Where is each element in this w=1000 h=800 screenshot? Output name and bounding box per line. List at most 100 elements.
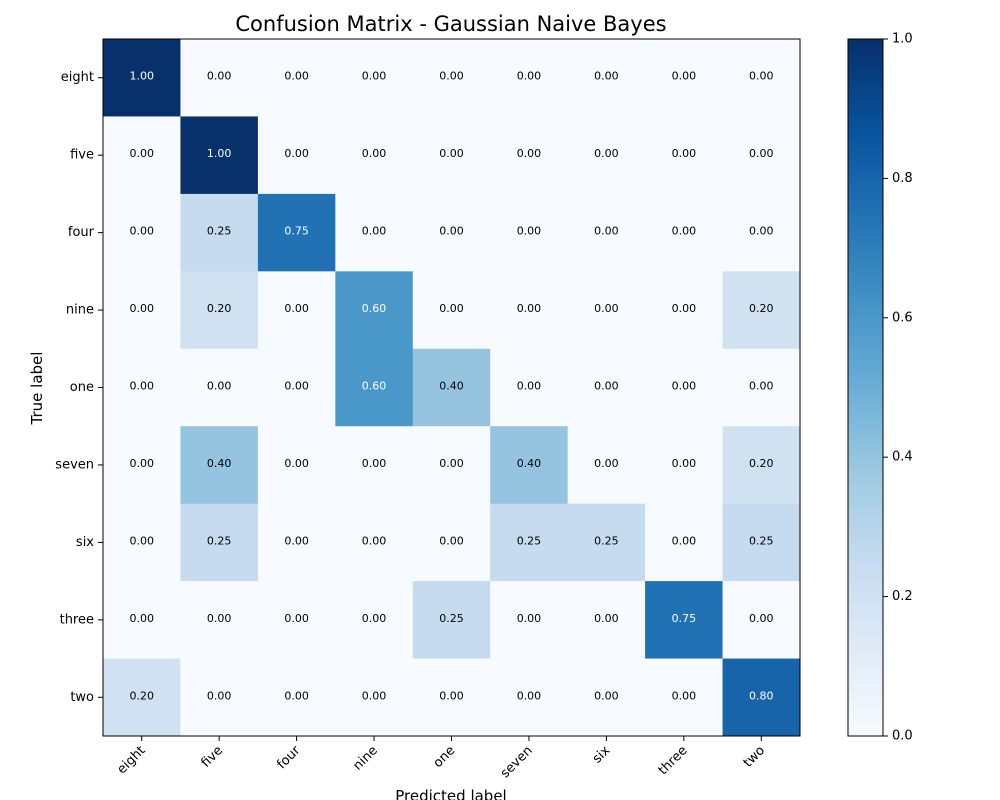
cell-value-label: 0.40	[517, 457, 542, 470]
cell-value-label: 0.00	[129, 225, 154, 238]
x-axis-label: Predicted label	[395, 787, 506, 800]
cell-value-label: 0.00	[439, 147, 464, 160]
heatmap-cell	[645, 271, 724, 350]
heatmap-cell	[103, 348, 181, 427]
cell-value-label: 0.20	[749, 457, 774, 470]
cell-value-label: 0.00	[362, 225, 387, 238]
cell-value-label: 0.20	[749, 302, 774, 315]
cell-value-label: 0.00	[594, 70, 619, 83]
heatmap-cell	[335, 348, 414, 427]
heatmap-cell	[180, 658, 259, 737]
heatmap-cell	[722, 116, 801, 195]
cell-value-label: 0.00	[672, 380, 697, 393]
heatmap-cell	[257, 503, 336, 582]
colorbar-tick-label: 0.8	[892, 171, 913, 186]
heatmap-cell	[335, 116, 414, 195]
x-tick-label: one	[431, 743, 459, 771]
y-tick-label: four	[68, 225, 95, 240]
cell-value-label: 0.00	[594, 302, 619, 315]
heatmap-cell	[412, 193, 491, 272]
cell-value-label: 0.00	[284, 302, 309, 315]
heatmap-cell	[722, 658, 801, 737]
y-tick-label: nine	[66, 303, 94, 318]
heatmap-cell	[180, 116, 259, 195]
cell-value-label: 0.25	[439, 612, 464, 625]
heatmap-cell	[412, 581, 491, 660]
cell-value-label: 0.00	[749, 225, 774, 238]
cell-value-label: 0.00	[672, 70, 697, 83]
heatmap-cell	[103, 581, 181, 660]
cell-value-label: 0.00	[284, 380, 309, 393]
heatmap-cell	[567, 116, 646, 195]
cell-value-label: 0.75	[672, 612, 697, 625]
heatmap-cell	[567, 658, 646, 737]
heatmap-cell	[335, 39, 414, 117]
cell-value-label: 0.00	[207, 70, 232, 83]
y-axis-ticks: eight five four nine one seven six three two	[55, 70, 103, 705]
heatmap-cell	[412, 39, 491, 117]
cell-value-label: 0.00	[749, 612, 774, 625]
cell-value-label: 0.00	[284, 689, 309, 702]
x-tick-label: three	[656, 743, 691, 778]
heatmap-cell	[412, 271, 491, 350]
colorbar-tick-label: 1.0	[892, 32, 913, 47]
heatmap-cell	[335, 503, 414, 582]
colorbar-tick-label: 0.6	[892, 310, 913, 325]
cell-value-label: 0.00	[672, 147, 697, 160]
cell-value-label: 0.00	[439, 689, 464, 702]
cell-value-label: 0.00	[439, 225, 464, 238]
heatmap-cell	[722, 193, 801, 272]
y-tick-label: eight	[61, 70, 94, 85]
heatmap-cell	[722, 39, 801, 117]
heatmap-cell	[567, 503, 646, 582]
heatmap-cell	[412, 348, 491, 427]
cell-value-label: 1.00	[129, 70, 154, 83]
cell-value-label: 0.00	[284, 612, 309, 625]
colorbar-tick-label: 0.2	[892, 589, 913, 604]
cell-value-label: 0.00	[594, 689, 619, 702]
heatmap-cell	[722, 348, 801, 427]
x-tick-label: seven	[498, 743, 536, 781]
cell-value-label: 0.00	[517, 612, 542, 625]
heatmap-cell	[567, 193, 646, 272]
cell-value-label: 0.00	[129, 302, 154, 315]
heatmap-cell	[257, 116, 336, 195]
heatmap-cell	[490, 503, 569, 582]
cell-value-label: 0.00	[129, 147, 154, 160]
cell-value-label: 0.00	[594, 380, 619, 393]
heatmap-cell	[567, 271, 646, 350]
cell-value-label: 0.00	[749, 147, 774, 160]
heatmap-cell	[257, 39, 336, 117]
cell-value-label: 0.00	[362, 534, 387, 547]
cell-value-label: 0.20	[207, 302, 232, 315]
y-tick-label: six	[76, 535, 94, 550]
chart-title: Confusion Matrix - Gaussian Naive Bayes	[235, 12, 666, 36]
cell-value-label: 0.00	[129, 457, 154, 470]
cell-value-label: 0.00	[749, 70, 774, 83]
cell-value-label: 0.00	[672, 534, 697, 547]
heatmap-cell	[490, 426, 569, 505]
heatmap-cell	[257, 271, 336, 350]
cell-value-label: 0.00	[439, 70, 464, 83]
cell-value-label: 0.00	[207, 380, 232, 393]
heatmap-cell-labels: 1.00 0.00 0.00 0.00 0.00 0.00 0.00 0.00 0.00 0.00…	[129, 70, 773, 703]
heatmap-cell	[567, 581, 646, 660]
cell-value-label: 1.00	[207, 147, 232, 160]
cell-value-label: 0.00	[672, 457, 697, 470]
heatmap-cell	[645, 193, 724, 272]
heatmap-cell	[645, 426, 724, 505]
x-tick-label: nine	[350, 743, 380, 773]
heatmap-cell	[335, 193, 414, 272]
heatmap-cell	[412, 116, 491, 195]
heatmap-cell	[490, 658, 569, 737]
cell-value-label: 0.60	[362, 302, 387, 315]
heatmap-cell	[412, 503, 491, 582]
x-tick-label: four	[274, 743, 304, 773]
cell-value-label: 0.25	[207, 225, 232, 238]
cell-value-label: 0.00	[594, 147, 619, 160]
cell-value-label: 0.00	[129, 534, 154, 547]
cell-value-label: 0.25	[517, 534, 542, 547]
cell-value-label: 0.00	[362, 612, 387, 625]
heatmap-cell	[103, 503, 181, 582]
